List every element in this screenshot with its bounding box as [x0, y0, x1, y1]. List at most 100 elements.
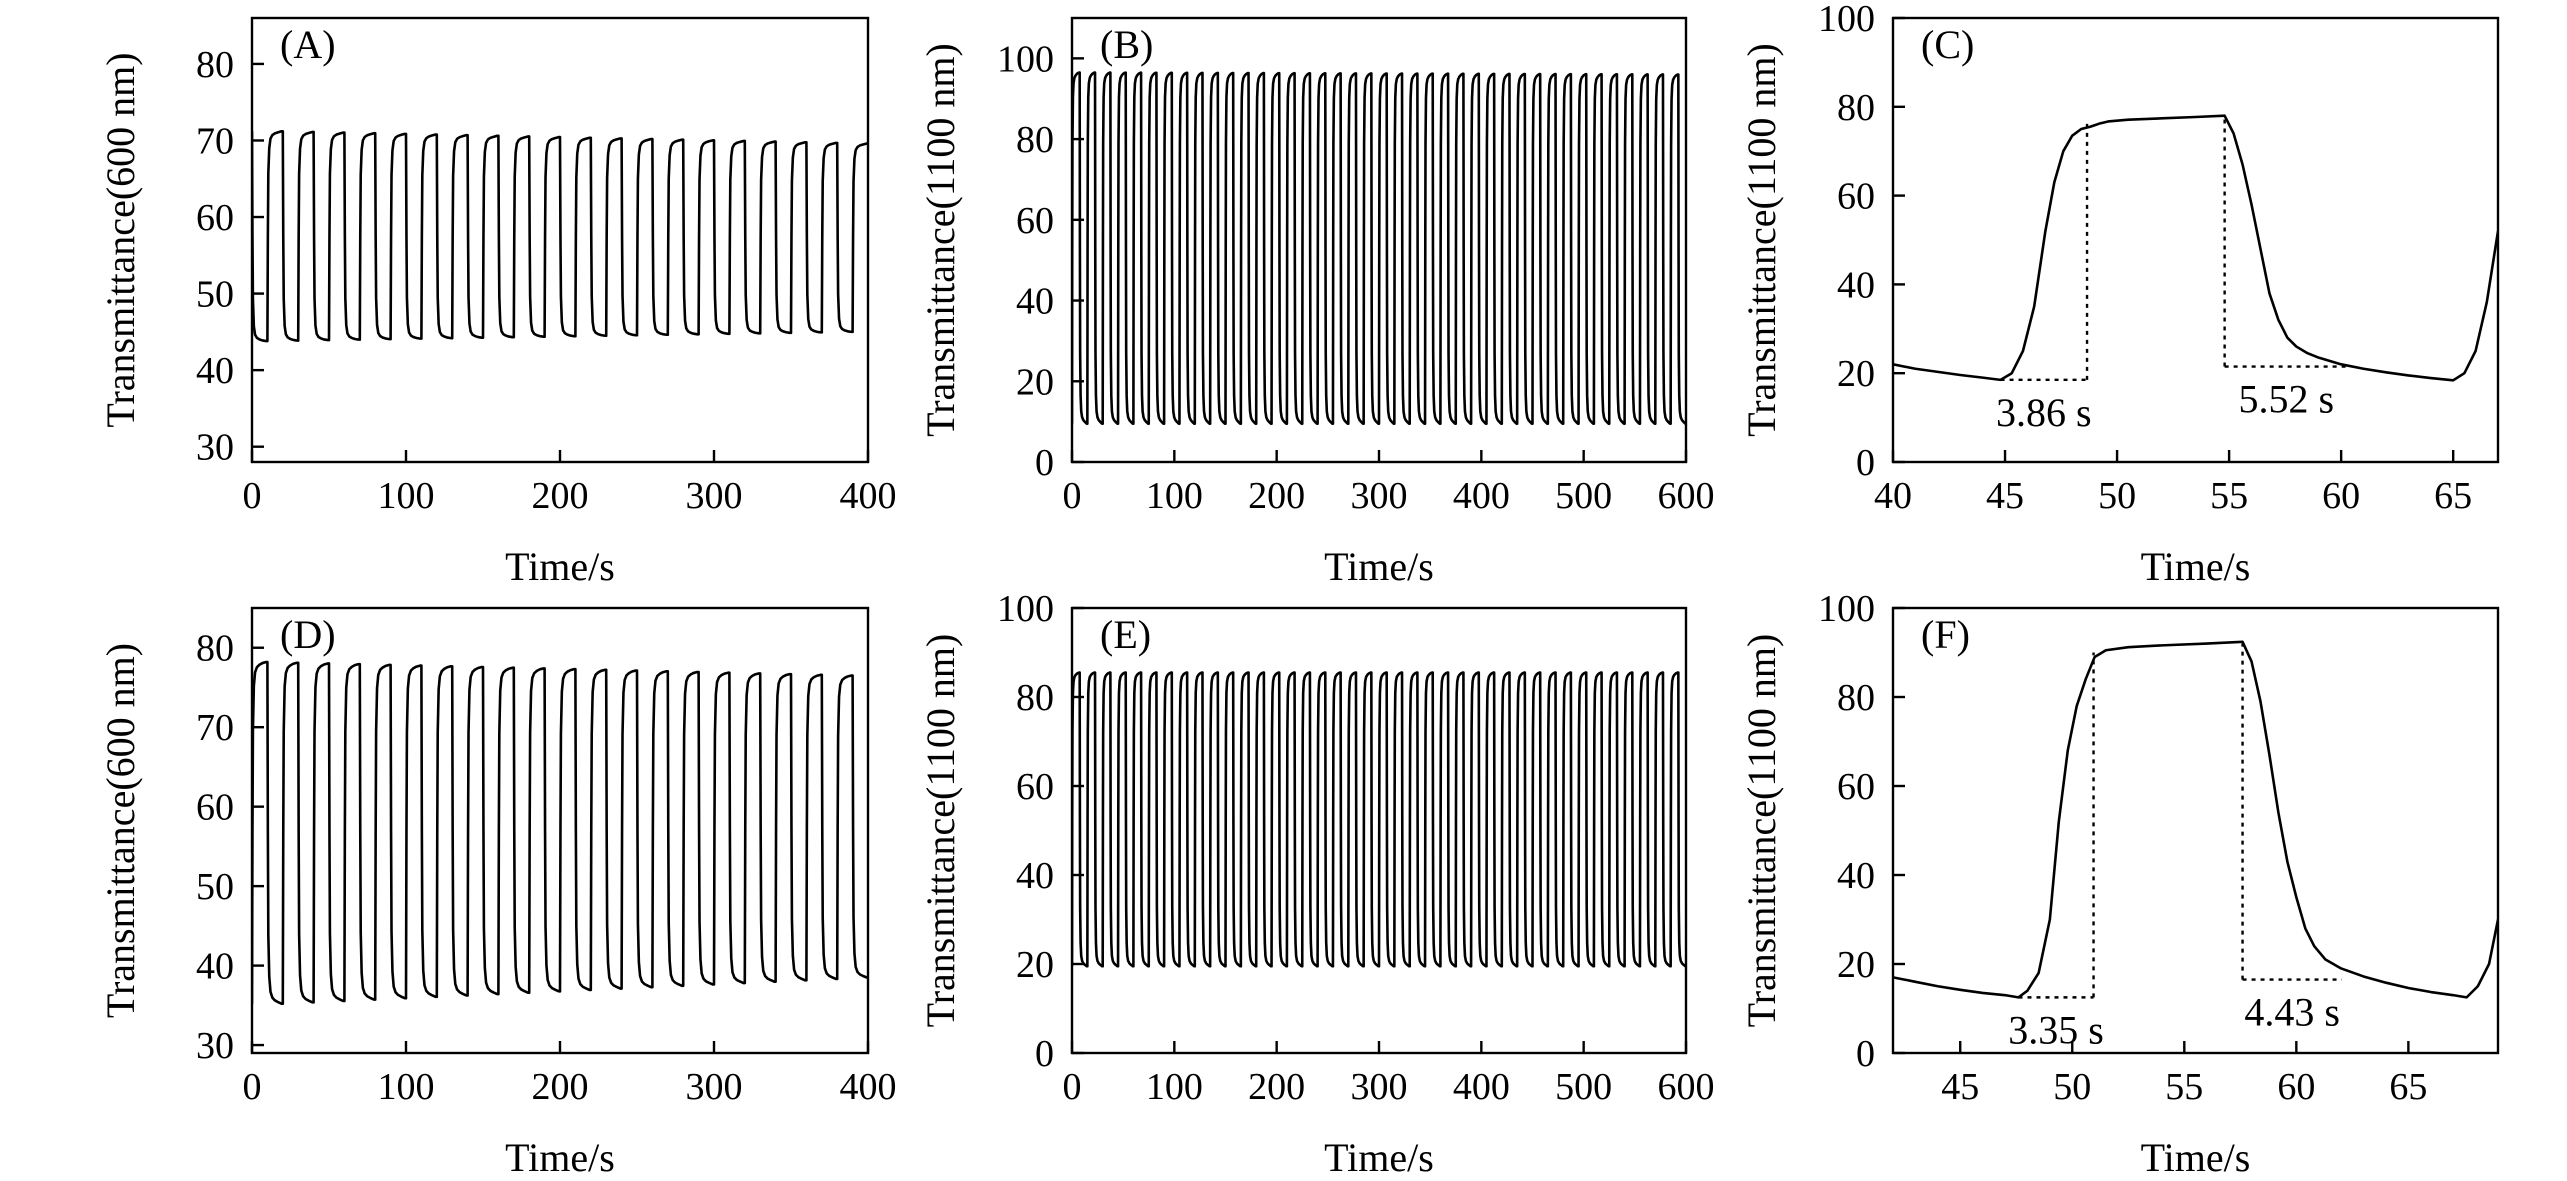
y-tick-label: 20: [1837, 353, 1875, 395]
y-tick-label: 100: [1818, 0, 1875, 40]
plot-frame: [1891, 606, 2500, 1055]
y-tick-label: 20: [1016, 944, 1054, 986]
panel-a: 0 100 200 300 400 30 40 50 60 70 80 Time/s Transmitt…: [98, 16, 897, 589]
x-tick-label: 65: [2434, 475, 2472, 517]
x-tick-label: 0: [243, 1066, 262, 1108]
x-axis-title: Time/s: [2141, 1135, 2251, 1180]
x-tick-label: 50: [2098, 475, 2136, 517]
y-axis-title: Transmittance(600 nm): [98, 52, 143, 427]
panel-f: 3.35 s 4.43 s 45 50 55 60 65 0 20 40 60 80 100 Time/s…: [1739, 588, 2500, 1180]
y-tick-label: 0: [1856, 442, 1875, 484]
x-tick-label: 100: [1146, 1066, 1203, 1108]
y-tick-label: 40: [196, 946, 234, 988]
x-tick-label: 400: [840, 475, 897, 517]
x-tick-label: 50: [2053, 1066, 2091, 1108]
annotation-label: 3.35 s: [2008, 1007, 2104, 1052]
y-tick-label: 80: [1016, 677, 1054, 719]
x-tick-label: 200: [532, 1066, 589, 1108]
y-tick-label: 30: [196, 1025, 234, 1067]
series-line: [1072, 71, 1686, 425]
plot-frame: [1891, 16, 2500, 464]
x-axis-title: Time/s: [2141, 544, 2251, 589]
y-tick-label: 50: [196, 274, 234, 316]
annotation-label: 5.52 s: [2238, 377, 2334, 422]
x-tick-label: 500: [1555, 1066, 1612, 1108]
panel-e: 0 100 200 300 400 500 600 0 20 40 60 80 100 Time/s Tra…: [918, 588, 1715, 1180]
y-tick-label: 0: [1856, 1033, 1875, 1075]
y-tick-label: 60: [196, 197, 234, 239]
y-tick-label: 40: [1016, 281, 1054, 323]
panel-label: (E): [1100, 612, 1151, 657]
series-line: [252, 130, 868, 343]
y-tick-label: 40: [1837, 855, 1875, 897]
x-tick-label: 300: [1351, 475, 1408, 517]
x-tick-label: 100: [378, 1066, 435, 1108]
panel-d: 0 100 200 300 400 30 40 50 60 70 80 Time/s Transmitt…: [98, 606, 897, 1180]
x-tick-label: 45: [1986, 475, 2024, 517]
y-tick-label: 80: [196, 628, 234, 670]
x-tick-label: 400: [840, 1066, 897, 1108]
y-tick-label: 60: [196, 787, 234, 829]
y-tick-label: 100: [997, 588, 1054, 630]
x-tick-label: 500: [1555, 475, 1612, 517]
y-tick-label: 40: [1016, 855, 1054, 897]
series-line: [1893, 640, 2498, 999]
y-tick-label: 80: [196, 44, 234, 86]
y-tick-label: 60: [1016, 200, 1054, 242]
panel-label: (C): [1921, 22, 1974, 67]
x-tick-label: 400: [1453, 1066, 1510, 1108]
y-tick-label: 70: [196, 707, 234, 749]
x-tick-label: 600: [1658, 475, 1715, 517]
x-axis-title: Time/s: [1324, 1135, 1434, 1180]
x-tick-label: 60: [2322, 475, 2360, 517]
y-axis-title: Transmittance(1100 nm): [1739, 634, 1784, 1028]
x-axis-title: Time/s: [1324, 544, 1434, 589]
y-tick-label: 60: [1837, 176, 1875, 218]
y-tick-label: 60: [1016, 766, 1054, 808]
x-tick-label: 200: [1248, 1066, 1305, 1108]
x-axis-title: Time/s: [505, 544, 615, 589]
x-axis-title: Time/s: [505, 1135, 615, 1180]
panel-label: (B): [1100, 22, 1153, 67]
y-tick-label: 60: [1837, 766, 1875, 808]
x-tick-label: 200: [1248, 475, 1305, 517]
y-tick-label: 80: [1016, 119, 1054, 161]
y-tick-label: 80: [1837, 677, 1875, 719]
x-tick-label: 65: [2389, 1066, 2427, 1108]
y-tick-label: 70: [196, 120, 234, 162]
x-tick-label: 400: [1453, 475, 1510, 517]
y-tick-label: 0: [1035, 1033, 1054, 1075]
x-tick-label: 0: [1063, 1066, 1082, 1108]
annotation-label: 3.86 s: [1996, 390, 2092, 435]
panel-label: (A): [280, 22, 336, 67]
x-tick-label: 300: [686, 475, 743, 517]
y-tick-label: 50: [196, 866, 234, 908]
y-tick-label: 40: [1837, 264, 1875, 306]
panel-b: 0 100 200 300 400 500 600 0 20 40 60 80 100 Time/s Tra…: [918, 16, 1715, 589]
panel-label: (F): [1921, 612, 1970, 657]
y-tick-label: 100: [1818, 588, 1875, 630]
x-tick-label: 0: [1063, 475, 1082, 517]
y-tick-label: 20: [1016, 361, 1054, 403]
y-axis-title: Transmittance(600 nm): [98, 643, 143, 1018]
series-line: [1072, 671, 1686, 968]
y-tick-label: 80: [1837, 87, 1875, 129]
x-tick-label: 300: [686, 1066, 743, 1108]
annotation-label: 4.43 s: [2244, 990, 2340, 1035]
y-tick-label: 30: [196, 427, 234, 469]
y-tick-label: 0: [1035, 442, 1054, 484]
x-tick-label: 40: [1874, 475, 1912, 517]
x-tick-label: 600: [1658, 1066, 1715, 1108]
x-tick-label: 45: [1941, 1066, 1979, 1108]
panel-label: (D): [280, 612, 336, 657]
panel-c: 3.86 s 5.52 s 40 45 50 55 60 65 0 20 40 60 80 100 Time…: [1739, 0, 2500, 589]
x-tick-label: 100: [378, 475, 435, 517]
y-tick-label: 40: [196, 350, 234, 392]
x-tick-label: 300: [1351, 1066, 1408, 1108]
y-axis-title: Transmittance(1100 nm): [918, 634, 963, 1028]
series-line: [252, 660, 868, 1006]
x-tick-label: 60: [2277, 1066, 2315, 1108]
y-tick-label: 100: [997, 38, 1054, 80]
x-tick-label: 55: [2165, 1066, 2203, 1108]
